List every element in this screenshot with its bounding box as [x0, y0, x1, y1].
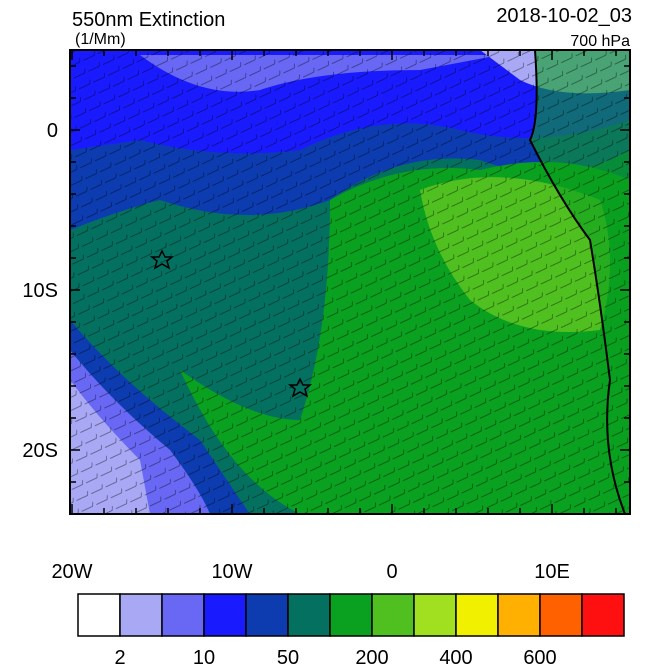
lon-label: 20W — [51, 561, 92, 583]
colorbar-box — [161, 593, 205, 637]
colorbar-box — [371, 593, 415, 637]
colorbar-box — [119, 593, 163, 637]
colorbar-box — [539, 593, 583, 637]
lat-label: 0 — [47, 120, 58, 142]
lon-label: 10E — [534, 561, 570, 583]
colorbar-box — [245, 593, 289, 637]
lon-label: 0 — [386, 561, 397, 583]
ticks: 0 10S 20S 20W 10W 0 10E — [22, 50, 630, 583]
colorbar-box — [455, 593, 499, 637]
level: 700 hPa — [570, 33, 630, 50]
colorbar-label: 10 — [193, 647, 215, 667]
colorbar-label: 200 — [355, 647, 388, 667]
colorbar-label: 600 — [523, 647, 556, 667]
colorbar-label: 2 — [114, 647, 125, 667]
colorbar-box — [203, 593, 247, 637]
map-frame — [69, 49, 631, 515]
time: 2018-10-02_03 — [496, 5, 632, 27]
colorbar-box — [77, 593, 121, 637]
title: 550nm Extinction — [72, 9, 225, 31]
map-field — [70, 50, 630, 514]
colorbar: 2 10 50 200 400 600 — [77, 593, 625, 667]
colorbar-label: 50 — [277, 647, 299, 667]
colorbar-box — [329, 593, 373, 637]
colorbar-box — [497, 593, 541, 637]
colorbar-label: 400 — [439, 647, 472, 667]
lon-label: 10W — [211, 561, 252, 583]
colorbar-box — [287, 593, 331, 637]
colorbar-box — [413, 593, 457, 637]
colorbar-box — [581, 593, 625, 637]
units: (1/Mm) — [75, 31, 126, 48]
lat-label: 20S — [22, 440, 58, 462]
lat-label: 10S — [22, 280, 58, 302]
